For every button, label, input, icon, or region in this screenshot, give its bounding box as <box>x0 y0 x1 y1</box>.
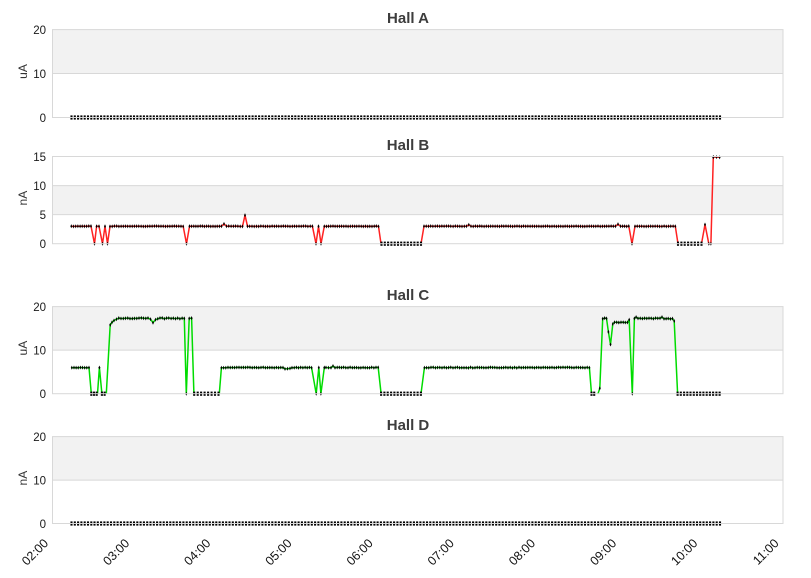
svg-text:10: 10 <box>33 69 46 81</box>
svg-text:Hall B: Hall B <box>387 137 430 154</box>
svg-text:10: 10 <box>33 475 46 487</box>
svg-text:Hall C: Hall C <box>387 287 430 304</box>
svg-text:0: 0 <box>40 519 46 531</box>
svg-text:uA: uA <box>16 341 30 356</box>
svg-text:20: 20 <box>33 25 46 37</box>
svg-text:uA: uA <box>16 64 30 79</box>
svg-text:20: 20 <box>33 302 46 314</box>
svg-text:5: 5 <box>40 210 46 222</box>
svg-text:nA: nA <box>16 191 30 206</box>
svg-text:0: 0 <box>40 113 46 125</box>
svg-text:10: 10 <box>33 346 46 358</box>
svg-text:10: 10 <box>33 181 46 193</box>
svg-text:Hall A: Hall A <box>387 10 429 27</box>
svg-text:0: 0 <box>40 389 46 401</box>
svg-text:0: 0 <box>40 239 46 251</box>
svg-text:20: 20 <box>33 432 46 444</box>
svg-text:Hall D: Hall D <box>387 417 430 434</box>
svg-text:15: 15 <box>33 152 46 164</box>
svg-text:nA: nA <box>16 471 30 486</box>
